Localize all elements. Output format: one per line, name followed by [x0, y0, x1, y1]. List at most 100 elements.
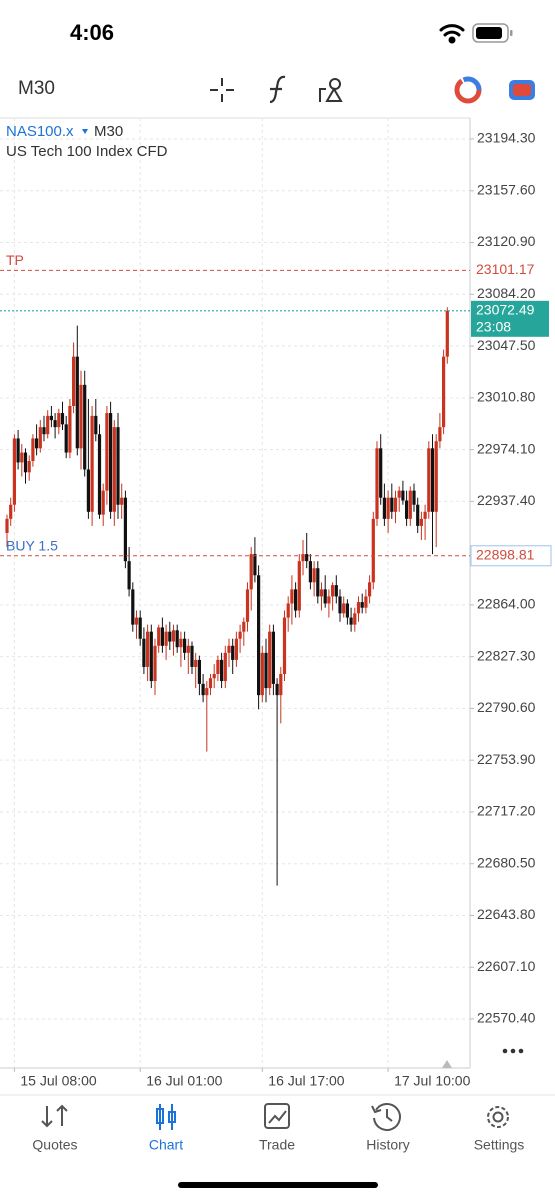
candle-body [35, 438, 39, 449]
y-tick-label: 22864.00 [477, 596, 536, 612]
candle-body [90, 415, 94, 512]
candle-body [94, 415, 98, 435]
candle-body [312, 568, 316, 583]
candle-body [83, 384, 87, 470]
more-button[interactable] [502, 1048, 524, 1054]
y-tick-label: 22974.10 [477, 440, 536, 456]
candle-body [31, 438, 35, 462]
y-tick-label: 23157.60 [477, 181, 536, 197]
x-tick-label: 16 Jul 17:00 [268, 1073, 344, 1089]
candle-body [123, 497, 127, 562]
candle-body [412, 490, 416, 505]
candle-body [294, 589, 298, 611]
symbol[interactable]: NAS100.x [6, 123, 74, 140]
y-tick-label: 22790.60 [477, 699, 536, 715]
objects-button[interactable] [319, 78, 343, 102]
candle-body [212, 673, 216, 679]
candle-body [397, 490, 401, 498]
candle-body [268, 631, 272, 689]
candle-body [131, 589, 135, 625]
candle-body [49, 415, 53, 421]
candle-body [105, 413, 109, 491]
tab-label[interactable]: Settings [474, 1137, 525, 1153]
candle-body [175, 630, 179, 648]
tab-label[interactable]: Chart [149, 1137, 183, 1153]
candle-body [120, 497, 124, 505]
y-tick-label: 22717.20 [477, 803, 536, 819]
candle-body [386, 497, 390, 519]
tab-icons [41, 1103, 509, 1131]
candle-body [360, 602, 364, 608]
candle-body [149, 631, 153, 682]
candle-body [290, 589, 294, 604]
candle-body [157, 627, 161, 646]
candle-body [245, 589, 250, 622]
tab-label[interactable]: Trade [259, 1137, 295, 1153]
candle-body [46, 415, 50, 435]
candle-body [342, 603, 346, 614]
candle-body [216, 659, 220, 674]
candle-body [242, 621, 246, 632]
candle-body [390, 497, 394, 512]
candle-body [171, 630, 176, 642]
candle-body [275, 683, 279, 696]
candle-body [20, 452, 24, 463]
candle-body [27, 461, 31, 473]
scroll-marker [442, 1060, 452, 1068]
bar-timer: 23:08 [476, 319, 511, 335]
candle-body [38, 427, 42, 449]
indicators-button[interactable] [269, 75, 286, 104]
y-tick-label: 23194.30 [477, 130, 536, 146]
candle-body [231, 645, 235, 660]
candle-body [297, 561, 301, 611]
tab-label[interactable]: Quotes [32, 1137, 77, 1153]
candle-body [301, 554, 305, 562]
candle-body [282, 617, 287, 674]
level-label: TP [6, 252, 24, 268]
symbol-description: US Tech 100 Index CFD [6, 143, 168, 160]
candle-body [316, 568, 320, 597]
tab-label[interactable]: History [366, 1137, 410, 1153]
candle-body [234, 638, 238, 660]
candle-body [5, 518, 9, 533]
candle-body [57, 413, 61, 428]
candle-body [60, 413, 65, 425]
candle-body [208, 678, 213, 689]
candle-body [364, 596, 368, 608]
y-tick-label: 23120.90 [477, 233, 536, 249]
account-button[interactable] [454, 76, 482, 104]
candle-body [64, 424, 68, 453]
candle-body [97, 434, 102, 515]
candle-body [334, 585, 338, 597]
symbol-dropdown[interactable] [82, 129, 88, 134]
candle-body [327, 596, 331, 604]
candle-body [12, 438, 16, 505]
candle-body [227, 645, 231, 653]
trade-button[interactable] [509, 80, 535, 100]
candle-body [153, 645, 157, 682]
candle-body [190, 645, 194, 667]
crosshair-button[interactable] [210, 78, 234, 102]
candle-body [223, 652, 227, 682]
candle-body [305, 554, 309, 562]
x-tick-label: 17 Jul 10:00 [394, 1073, 470, 1089]
level-price: 22898.81 [476, 546, 535, 562]
chart-icon [156, 1104, 176, 1130]
timeframe-button[interactable]: M30 [18, 78, 55, 99]
level-tag [470, 545, 552, 567]
candle-body [434, 441, 438, 512]
candle-body [257, 575, 261, 696]
candle-body [382, 497, 386, 519]
candle-body [445, 310, 449, 357]
candle-body [205, 688, 209, 696]
status-time: 4:06 [70, 20, 114, 45]
battery-icon [472, 23, 513, 43]
candle-body [405, 500, 409, 519]
candle-body [72, 356, 76, 407]
y-tick-label: 23047.50 [477, 337, 536, 353]
candle-body [349, 617, 353, 625]
level-price: 23101.17 [476, 261, 535, 277]
candle-body [186, 645, 190, 653]
